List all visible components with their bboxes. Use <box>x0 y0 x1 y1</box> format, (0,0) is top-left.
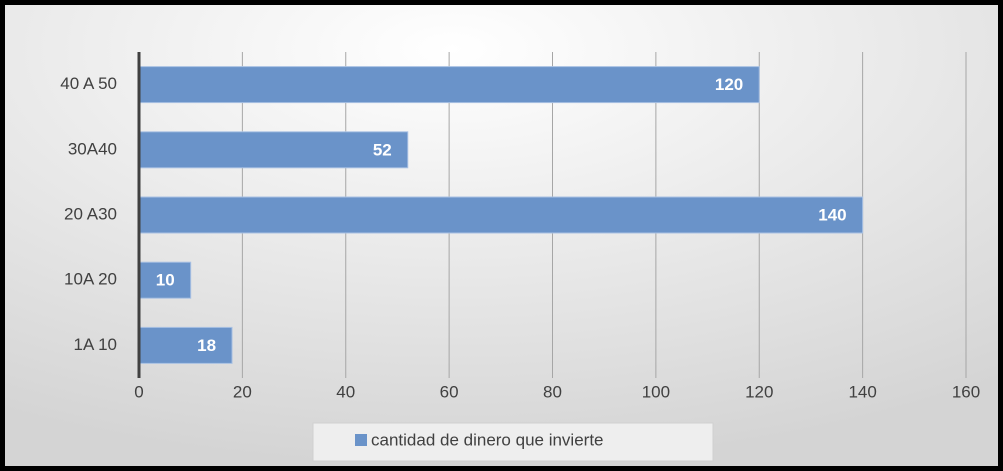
x-tick-label: 100 <box>642 382 670 401</box>
value-label: 10 <box>156 271 175 290</box>
y-tick-label: 10A 20 <box>64 270 117 289</box>
x-tick-label: 120 <box>745 382 773 401</box>
value-label: 18 <box>197 336 216 355</box>
y-tick-label: 20 A30 <box>64 204 117 223</box>
x-tick-label: 20 <box>233 382 252 401</box>
legend <box>312 422 714 462</box>
bar <box>138 326 233 364</box>
x-tick-label: 60 <box>440 382 459 401</box>
bar <box>138 66 760 104</box>
x-tick-label: 160 <box>952 382 980 401</box>
x-tick-label: 40 <box>336 382 355 401</box>
value-label: 120 <box>715 75 743 94</box>
x-tick-label: 0 <box>134 382 143 401</box>
value-label: 52 <box>373 140 392 159</box>
value-label: 140 <box>818 205 846 224</box>
bar <box>138 196 864 234</box>
y-tick-label: 1A 10 <box>74 335 118 354</box>
x-tick-label: 140 <box>848 382 876 401</box>
legend-swatch <box>355 434 367 446</box>
legend-label: cantidad de dinero que invierte <box>371 430 604 449</box>
y-tick-label: 40 A 50 <box>60 74 117 93</box>
x-tick-label: 80 <box>543 382 562 401</box>
y-tick-label: 30A40 <box>68 139 117 158</box>
bar <box>138 131 409 169</box>
